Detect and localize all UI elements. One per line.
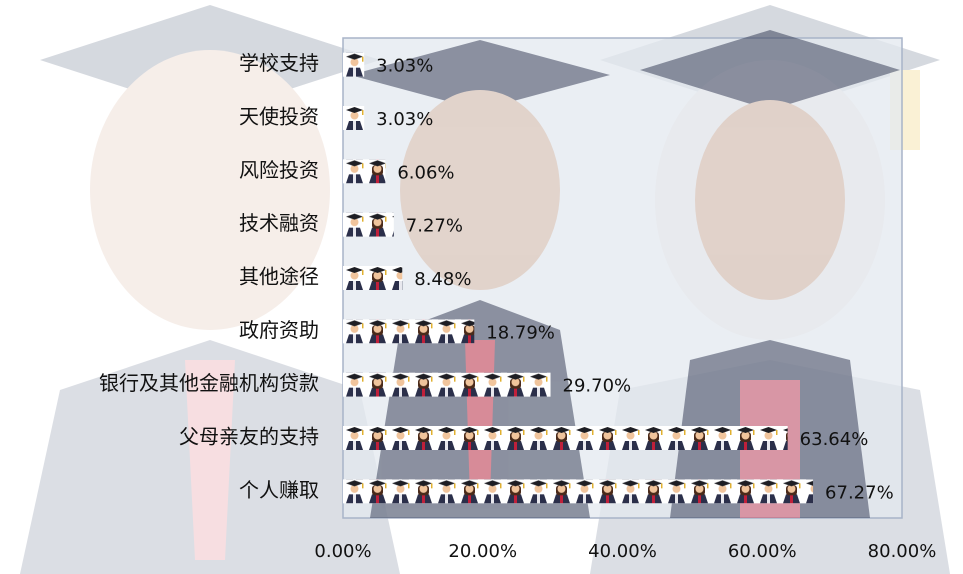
category-label: 父母亲友的支持 (179, 425, 319, 449)
value-label: 3.03% (376, 109, 433, 130)
value-label: 63.64% (800, 429, 869, 450)
category-label: 学校支持 (239, 51, 319, 75)
bar (343, 266, 403, 290)
value-label: 67.27% (825, 482, 894, 503)
value-label: 6.06% (397, 162, 454, 183)
category-label: 其他途径 (239, 265, 319, 289)
bar (343, 426, 788, 450)
x-tick-label: 40.00% (588, 541, 657, 562)
x-tick-label: 80.00% (868, 541, 937, 562)
x-tick-label: 20.00% (448, 541, 517, 562)
value-label: 3.03% (376, 56, 433, 77)
x-tick-label: 0.00% (314, 541, 371, 562)
bar (343, 106, 365, 130)
value-label: 18.79% (486, 322, 555, 343)
category-label: 技术融资 (239, 211, 319, 235)
category-label: 天使投资 (239, 105, 319, 129)
category-label: 风险投资 (239, 158, 319, 182)
value-label: 29.70% (563, 376, 632, 397)
bar (343, 479, 814, 504)
category-label: 政府资助 (239, 318, 319, 342)
value-label: 7.27% (406, 216, 463, 237)
bar (343, 372, 551, 397)
bar (343, 52, 365, 77)
x-tick-label: 60.00% (728, 541, 797, 562)
plot-art (350, 30, 900, 518)
category-label: 个人赚取 (239, 478, 319, 502)
category-label: 银行及其他金融机构贷款 (99, 371, 319, 395)
bar (343, 159, 386, 184)
bar (343, 319, 475, 344)
value-label: 8.48% (414, 269, 471, 290)
bar (343, 212, 394, 237)
